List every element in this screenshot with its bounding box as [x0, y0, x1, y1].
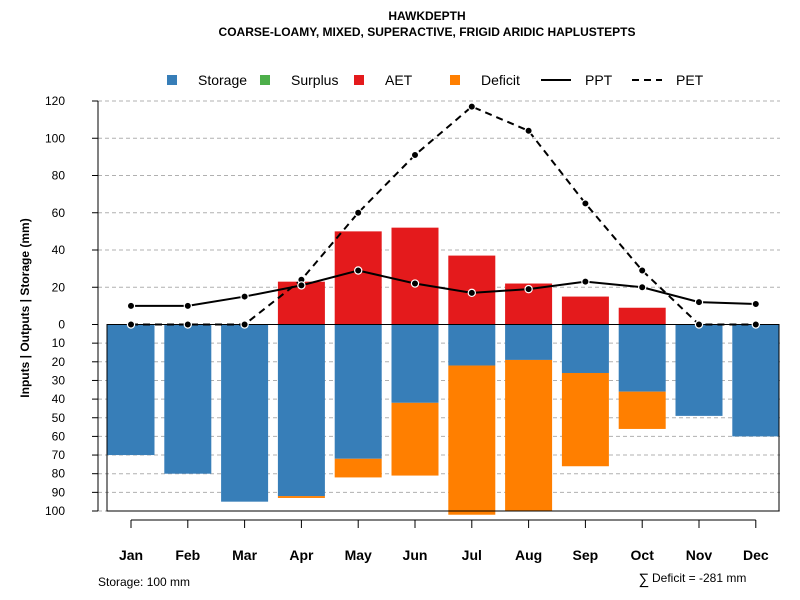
- aet-bar: [561, 296, 609, 325]
- y-tick-label: 120: [45, 94, 65, 108]
- legend-label: Surplus: [291, 72, 338, 88]
- y-tick-label: 10: [52, 336, 66, 350]
- legend-swatch: [167, 75, 177, 85]
- y-tick-label: 20: [52, 280, 66, 294]
- x-tick-label: Dec: [743, 547, 769, 563]
- pet-line: [131, 105, 756, 326]
- y-tick-label: 40: [52, 392, 66, 406]
- pet-point: [354, 208, 363, 217]
- x-tick-label: Sep: [573, 547, 599, 563]
- ppt-point: [183, 301, 192, 311]
- ppt-point: [354, 266, 363, 275]
- y-tick-label: 20: [52, 355, 66, 369]
- ppt-point: [467, 288, 476, 298]
- y-tick-label: 50: [52, 411, 66, 425]
- x-tick-label: Nov: [686, 547, 713, 563]
- legend-label: PET: [676, 72, 704, 88]
- deficit-bar: [561, 372, 609, 467]
- storage-bar: [221, 324, 269, 502]
- x-tick-label: Feb: [175, 547, 200, 563]
- ppt-line: [131, 269, 756, 307]
- y-axis-label: Inputs | Outputs | Storage (mm): [18, 218, 32, 397]
- pet-point: [638, 266, 647, 275]
- pet-point: [183, 320, 192, 329]
- ppt-point: [751, 299, 761, 309]
- y-tick-label: 100: [45, 131, 65, 145]
- x-tick-label: Mar: [232, 547, 257, 563]
- y-tick-label: 60: [52, 206, 66, 220]
- aet-bar: [618, 307, 666, 325]
- aet-bar: [334, 231, 382, 325]
- x-tick-label: May: [345, 547, 372, 563]
- y-tick-label: 0: [58, 318, 65, 332]
- deficit-bar: [277, 496, 325, 498]
- storage-bar: [732, 324, 780, 437]
- deficit-bar: [618, 391, 666, 429]
- x-tick-label: Jun: [403, 547, 428, 563]
- x-tick-label: Apr: [289, 547, 314, 563]
- pet-point: [524, 126, 533, 136]
- deficit-bar: [505, 359, 553, 511]
- y-tick-label: 100: [45, 504, 65, 518]
- chart-title: HAWKDEPTH: [388, 9, 465, 23]
- storage-bar: [334, 324, 382, 459]
- ppt-point: [524, 284, 533, 294]
- storage-bar: [107, 324, 155, 456]
- ppt-point: [410, 279, 420, 288]
- legend-label: Storage: [198, 72, 247, 88]
- y-tick-label: 70: [52, 448, 66, 462]
- bars: [107, 227, 780, 515]
- ppt-point: [638, 283, 647, 292]
- storage-bar: [675, 324, 723, 416]
- pet-point: [751, 320, 761, 329]
- legend-swatch: [354, 75, 364, 85]
- pet-point: [126, 320, 136, 329]
- deficit-bar: [334, 458, 382, 478]
- ppt-point: [581, 277, 590, 286]
- storage-bar: [164, 324, 212, 474]
- deficit-bar: [391, 402, 439, 476]
- chart-subtitle: COARSE-LOAMY, MIXED, SUPERACTIVE, FRIGID…: [219, 25, 636, 39]
- x-tick-label: Oct: [631, 547, 655, 563]
- legend-swatch: [450, 75, 460, 85]
- legend: Storage Surplus AET Deficit PPT PET: [167, 72, 704, 88]
- x-tick-label: Aug: [515, 547, 542, 563]
- ppt-point: [694, 297, 704, 307]
- y-tick-label: 80: [52, 169, 66, 183]
- y-tick-label: 60: [52, 429, 66, 443]
- sum-symbol: ∑: [639, 571, 650, 588]
- lines: [126, 102, 761, 329]
- y-tick-label: 90: [52, 485, 66, 499]
- storage-bar: [448, 324, 496, 366]
- y-tick-label: 80: [52, 467, 66, 481]
- deficit-bar: [448, 365, 496, 515]
- storage-bar: [561, 324, 609, 373]
- y-tick-label: 40: [52, 243, 66, 257]
- axes: 0 20 40 60 80 100 120 10 20 30 40 50 60 70 80 90 100 Jan F…: [45, 94, 780, 563]
- ppt-point: [126, 301, 136, 311]
- legend-swatch: [260, 75, 270, 85]
- y-tick-label: 30: [52, 373, 66, 387]
- storage-bar: [505, 324, 553, 360]
- storage-bar: [618, 324, 666, 392]
- pet-point: [467, 102, 476, 111]
- ppt-point: [297, 281, 306, 290]
- aet-bar: [391, 227, 439, 325]
- legend-label: Deficit: [481, 72, 520, 88]
- storage-note: Storage: 100 mm: [98, 575, 190, 589]
- deficit-note: Deficit = -281 mm: [652, 571, 746, 585]
- pet-point: [240, 320, 249, 329]
- storage-bar: [391, 324, 439, 403]
- storage-bar: [277, 324, 325, 497]
- legend-label: PPT: [585, 72, 613, 88]
- pet-point: [694, 320, 704, 329]
- pet-point: [410, 150, 420, 160]
- legend-label: AET: [385, 72, 413, 88]
- pet-point: [581, 199, 590, 208]
- x-tick-label: Jan: [119, 547, 143, 563]
- x-tick-label: Jul: [462, 547, 482, 563]
- ppt-point: [240, 292, 249, 301]
